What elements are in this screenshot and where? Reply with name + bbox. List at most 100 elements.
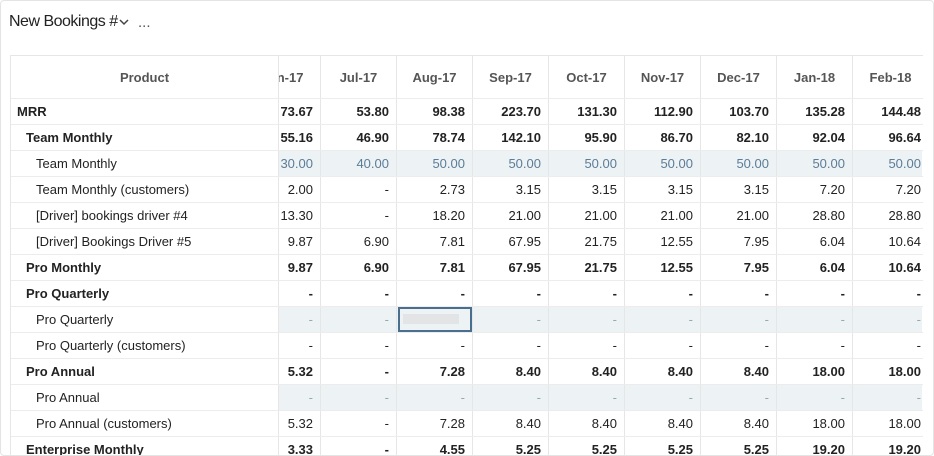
cell[interactable]: - xyxy=(321,281,397,306)
cell[interactable]: 5.32 xyxy=(279,411,321,436)
cell[interactable]: 7.95 xyxy=(701,229,777,254)
cell[interactable]: 103.70 xyxy=(701,99,777,124)
cell[interactable]: - xyxy=(321,411,397,436)
cell[interactable]: 21.00 xyxy=(473,203,549,228)
column-header[interactable]: Aug-17 xyxy=(397,56,473,98)
cell[interactable]: - xyxy=(777,281,853,306)
cell[interactable]: 8.40 xyxy=(701,411,777,436)
cell[interactable]: 82.10 xyxy=(701,125,777,150)
cell[interactable]: 12.55 xyxy=(625,255,701,280)
cell[interactable]: 3.15 xyxy=(549,177,625,202)
cell[interactable]: 2.00 xyxy=(279,177,321,202)
cell[interactable]: - xyxy=(853,307,922,332)
cell[interactable]: 30.00 xyxy=(279,151,321,176)
cell[interactable]: 135.28 xyxy=(777,99,853,124)
cell[interactable]: 19.20 xyxy=(853,437,922,455)
cell[interactable]: 7.28 xyxy=(397,359,473,384)
cell[interactable]: 50.00 xyxy=(777,151,853,176)
column-header[interactable]: Jan-18 xyxy=(777,56,853,98)
cell[interactable]: 3.15 xyxy=(473,177,549,202)
cell[interactable]: 7.95 xyxy=(701,255,777,280)
cell[interactable]: 6.90 xyxy=(321,229,397,254)
cell[interactable]: - xyxy=(397,333,473,358)
column-header[interactable]: Dec-17 xyxy=(701,56,777,98)
cell[interactable]: 18.00 xyxy=(853,359,922,384)
cell[interactable]: 19.20 xyxy=(777,437,853,455)
cell[interactable]: 46.90 xyxy=(321,125,397,150)
cell[interactable]: 8.40 xyxy=(625,359,701,384)
cell[interactable]: - xyxy=(279,307,321,332)
cell[interactable]: - xyxy=(777,307,853,332)
cell[interactable]: - xyxy=(701,281,777,306)
cell[interactable]: - xyxy=(473,385,549,410)
cell[interactable]: 5.25 xyxy=(701,437,777,455)
cell[interactable]: 7.20 xyxy=(853,177,922,202)
cell[interactable]: 21.75 xyxy=(549,229,625,254)
cell[interactable]: 50.00 xyxy=(701,151,777,176)
cell[interactable]: 9.87 xyxy=(279,255,321,280)
cell[interactable]: - xyxy=(625,333,701,358)
cell[interactable]: 142.10 xyxy=(473,125,549,150)
cell[interactable]: - xyxy=(549,307,625,332)
column-header[interactable]: Sep-17 xyxy=(473,56,549,98)
cell[interactable]: 53.80 xyxy=(321,99,397,124)
column-header[interactable]: Feb-18 xyxy=(853,56,922,98)
cell[interactable]: - xyxy=(777,385,853,410)
cell[interactable]: - xyxy=(701,307,777,332)
cell[interactable]: 5.25 xyxy=(549,437,625,455)
cell[interactable]: - xyxy=(321,385,397,410)
cell[interactable]: 50.00 xyxy=(397,151,473,176)
cell[interactable]: 7.28 xyxy=(397,411,473,436)
cell[interactable]: 98.38 xyxy=(397,99,473,124)
cell[interactable]: - xyxy=(397,307,473,332)
cell[interactable]: 95.90 xyxy=(549,125,625,150)
cell[interactable]: 3.33 xyxy=(279,437,321,455)
cell[interactable]: - xyxy=(397,281,473,306)
cell[interactable]: 8.40 xyxy=(549,411,625,436)
report-title[interactable]: New Bookings # xyxy=(9,13,118,30)
cell[interactable]: 10.64 xyxy=(853,255,922,280)
cell[interactable]: - xyxy=(625,281,701,306)
cell[interactable]: 73.67 xyxy=(279,99,321,124)
cell[interactable]: - xyxy=(279,385,321,410)
cell[interactable]: 78.74 xyxy=(397,125,473,150)
cell[interactable]: 21.75 xyxy=(549,255,625,280)
cell[interactable]: - xyxy=(279,281,321,306)
cell[interactable]: 8.40 xyxy=(701,359,777,384)
cell[interactable]: 55.16 xyxy=(279,125,321,150)
cell[interactable]: - xyxy=(625,385,701,410)
column-header[interactable]: Jun-17 xyxy=(279,56,321,98)
cell[interactable]: - xyxy=(701,385,777,410)
cell[interactable]: 10.64 xyxy=(853,229,922,254)
cell[interactable]: - xyxy=(279,333,321,358)
cell[interactable]: - xyxy=(321,333,397,358)
cell[interactable]: 96.64 xyxy=(853,125,922,150)
cell[interactable]: 9.87 xyxy=(279,229,321,254)
cell[interactable]: - xyxy=(549,281,625,306)
cell[interactable]: - xyxy=(321,177,397,202)
cell[interactable]: 28.80 xyxy=(853,203,922,228)
cell[interactable]: 12.55 xyxy=(625,229,701,254)
cell[interactable]: 6.04 xyxy=(777,229,853,254)
cell[interactable]: 3.15 xyxy=(701,177,777,202)
cell[interactable]: 21.00 xyxy=(625,203,701,228)
cell[interactable]: - xyxy=(473,333,549,358)
cell[interactable]: 2.73 xyxy=(397,177,473,202)
column-header[interactable]: Nov-17 xyxy=(625,56,701,98)
cell[interactable]: 5.25 xyxy=(625,437,701,455)
cell[interactable]: - xyxy=(321,437,397,455)
cell[interactable]: - xyxy=(321,359,397,384)
cell[interactable]: - xyxy=(853,385,922,410)
cell[interactable]: 5.32 xyxy=(279,359,321,384)
cell[interactable]: - xyxy=(321,307,397,332)
cell[interactable]: - xyxy=(853,281,922,306)
cell[interactable]: 131.30 xyxy=(549,99,625,124)
cell[interactable]: 5.25 xyxy=(473,437,549,455)
cell[interactable]: 50.00 xyxy=(549,151,625,176)
cell[interactable]: 18.00 xyxy=(853,411,922,436)
cell[interactable]: 67.95 xyxy=(473,229,549,254)
cell[interactable]: 6.90 xyxy=(321,255,397,280)
cell[interactable]: 18.00 xyxy=(777,359,853,384)
cell[interactable]: 144.48 xyxy=(853,99,922,124)
cell[interactable]: 7.20 xyxy=(777,177,853,202)
